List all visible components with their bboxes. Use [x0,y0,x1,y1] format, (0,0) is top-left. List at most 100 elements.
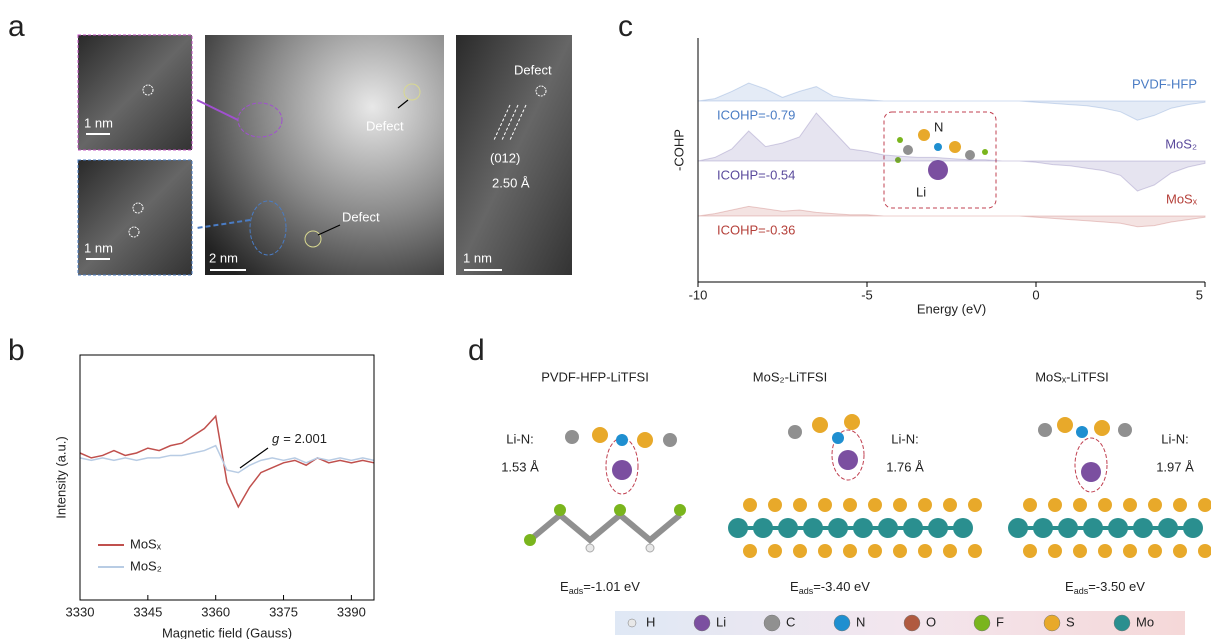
atom-label: Li [716,614,726,629]
cohp-area [697,112,1206,192]
mo-atom [1083,518,1103,538]
mo-atom [778,518,798,538]
energy-value: =-3.40 eV [813,579,870,594]
atom-label: C [786,614,795,629]
panel-label: b [8,334,25,367]
atom-swatch [627,618,637,628]
adsorption-energy: Eads=-3.40 eV [790,579,870,596]
defect-label: Defect [514,62,552,77]
mo-atom [903,518,923,538]
atom-label: F [996,614,1004,629]
atom-label: H [646,614,655,629]
bond-label: Li-N: [891,431,918,446]
x-axis-label: Magnetic field (Gauss) [162,625,292,639]
system-title: MoSₓ-LiTFSI [1035,369,1109,384]
s-atom [893,544,907,558]
x-tick-label: 3330 [66,604,95,619]
s-atom [793,498,807,512]
x-tick-label: 0 [1032,287,1039,302]
scale-bar-label: 1 nm [84,115,113,130]
mo-atom [803,518,823,538]
plane-label: (012) [490,150,520,165]
s-atom [893,498,907,512]
energy-value: =-1.01 eV [583,579,640,594]
s-atom [1123,544,1137,558]
annotation: g = 2.001 [272,431,327,446]
tem-images [77,34,572,276]
icohp-label: ICOHP=-0.36 [717,222,795,237]
plot-frame [79,354,375,601]
series-label: MoSₓ [1166,191,1198,206]
mo-atom [1058,518,1078,538]
atom-label: N [856,614,865,629]
mo-atom [753,518,773,538]
s-atom [1048,498,1062,512]
annotation-text: = 2.001 [283,431,327,446]
mo-atom [853,518,873,538]
defect-label: Defect [366,118,404,133]
scale-bar-label: 2 nm [209,250,238,265]
s-atom [1023,544,1037,558]
s-atom [1173,498,1187,512]
x-tick-label: -10 [689,287,708,302]
atom-label: Mo [1136,614,1154,629]
mo-atom [1033,518,1053,538]
annotation-symbol: g [272,431,280,446]
mo-atom [1183,518,1203,538]
s-atom [743,544,757,558]
atom-swatch [903,614,921,632]
s-atom [768,544,782,558]
defect-label: Defect [342,209,380,224]
mo-atom [953,518,973,538]
s-atom [943,544,957,558]
s-atom [1148,498,1162,512]
s-atom [768,498,782,512]
s-atom [1173,544,1187,558]
energy-symbol: E [1065,579,1074,594]
atom-swatch [693,614,711,632]
cohp-area [697,205,1206,228]
bond-distance: 1.76 Å [886,459,924,474]
energy-subscript: ads [569,586,584,596]
s-atom [943,498,957,512]
y-axis-label: Intensity (a.u.) [53,436,68,518]
atom-swatch [1043,614,1061,632]
bond-distance: 1.53 Å [501,459,539,474]
cohp-area [697,82,1206,121]
s-atom [843,498,857,512]
scale-bar-label: 1 nm [84,240,113,255]
x-tick-label: 3375 [269,604,298,619]
s-atom [1073,498,1087,512]
spacing-label: 2.50 Å [492,175,530,190]
mo-atom [828,518,848,538]
molecule-inset [883,111,997,209]
panel-label: a [8,10,25,43]
mo-atom [1008,518,1028,538]
s-atom [1048,544,1062,558]
x-axis-label: Energy (eV) [917,301,986,316]
s-atom [793,544,807,558]
mo-atom [1108,518,1128,538]
bond-label: Li-N: [506,431,533,446]
legend-label: MoSₓ [130,536,162,551]
atom-swatch [973,614,991,632]
s-atom [1098,498,1112,512]
s-atom [1098,544,1112,558]
bond-label: Li-N: [1161,431,1188,446]
energy-value: =-3.50 eV [1088,579,1145,594]
adsorption-energy: Eads=-1.01 eV [560,579,640,596]
s-atom [868,544,882,558]
legend-label: MoS₂ [130,558,162,573]
adsorption-energy: Eads=-3.50 eV [1065,579,1145,596]
scale-bar-label: 1 nm [463,250,492,265]
panel-label: c [618,10,633,43]
x-tick-label: -5 [861,287,873,302]
panel-label: d [468,334,485,367]
series-label: MoS₂ [1165,136,1197,151]
mo-atom [1158,518,1178,538]
icohp-label: ICOHP=-0.54 [717,167,795,182]
s-atom [968,544,982,558]
annotation-arrow [239,447,269,469]
mo-atom [878,518,898,538]
